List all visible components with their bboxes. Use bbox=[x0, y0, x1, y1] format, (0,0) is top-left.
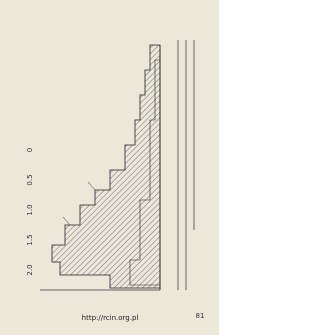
figure: 2.0 1.5 1.0 0.5 0 http://rcin.org.pl 81 bbox=[26, 40, 205, 322]
tick-label: 1.5 bbox=[26, 234, 34, 245]
pointer bbox=[62, 216, 71, 226]
pointer bbox=[87, 181, 96, 191]
tick-label: 0 bbox=[26, 148, 34, 152]
tick-label: 0.5 bbox=[26, 174, 34, 185]
page: 2.0 1.5 1.0 0.5 0 http://rcin.org.pl 81 bbox=[0, 0, 219, 335]
url: http://rcin.org.pl bbox=[82, 314, 139, 322]
tick-label: 2.0 bbox=[26, 264, 34, 275]
tick-label: 1.0 bbox=[26, 204, 34, 215]
page-number: 81 bbox=[196, 312, 205, 320]
caption bbox=[177, 40, 195, 290]
histogram-outline bbox=[129, 59, 160, 286]
histogram bbox=[51, 44, 161, 289]
